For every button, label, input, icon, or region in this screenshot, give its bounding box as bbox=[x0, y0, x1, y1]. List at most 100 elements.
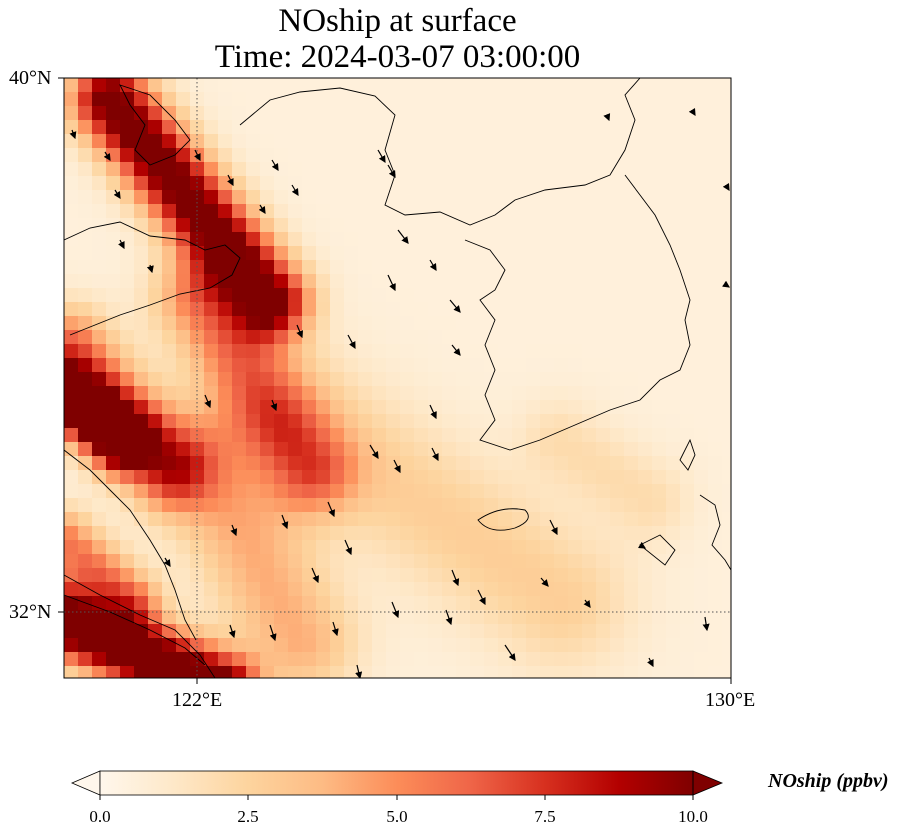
field-cell bbox=[218, 316, 233, 331]
field-cell bbox=[372, 666, 387, 678]
field-cell bbox=[92, 120, 107, 135]
field-cell bbox=[456, 218, 471, 233]
field-cell bbox=[722, 190, 731, 205]
field-cell bbox=[540, 498, 555, 513]
field-cell bbox=[386, 428, 401, 443]
field-cell bbox=[400, 386, 415, 401]
field-cell bbox=[246, 666, 261, 678]
field-cell bbox=[288, 428, 303, 443]
field-cell bbox=[540, 666, 555, 678]
field-cell bbox=[316, 344, 331, 359]
field-cell bbox=[274, 330, 289, 345]
field-cell bbox=[596, 316, 611, 331]
field-cell bbox=[624, 568, 639, 583]
field-cell bbox=[176, 120, 191, 135]
field-cell bbox=[554, 78, 569, 93]
field-cell bbox=[610, 274, 625, 289]
field-cell bbox=[498, 232, 513, 247]
field-cell bbox=[680, 246, 695, 261]
field-cell bbox=[694, 470, 709, 485]
field-cell bbox=[358, 414, 373, 429]
field-cell bbox=[526, 596, 541, 611]
field-cell bbox=[400, 596, 415, 611]
field-cell bbox=[456, 400, 471, 415]
field-cell bbox=[582, 344, 597, 359]
field-cell bbox=[680, 162, 695, 177]
field-cell bbox=[260, 414, 275, 429]
field-cell bbox=[442, 666, 457, 678]
field-cell bbox=[596, 92, 611, 107]
field-cell bbox=[134, 218, 149, 233]
field-cell bbox=[652, 106, 667, 121]
field-cell bbox=[134, 358, 149, 373]
field-cell bbox=[344, 134, 359, 149]
field-cell bbox=[526, 176, 541, 191]
field-cell bbox=[596, 554, 611, 569]
field-cell bbox=[190, 330, 205, 345]
field-cell bbox=[148, 428, 163, 443]
field-cell bbox=[162, 218, 177, 233]
field-cell bbox=[218, 78, 233, 93]
field-cell bbox=[78, 302, 93, 317]
field-cell bbox=[92, 274, 107, 289]
wind-arrow bbox=[355, 664, 363, 678]
field-cell bbox=[624, 190, 639, 205]
field-cell bbox=[554, 246, 569, 261]
field-cell bbox=[358, 638, 373, 653]
field-cell bbox=[526, 540, 541, 555]
field-cell bbox=[274, 288, 289, 303]
field-cell bbox=[554, 512, 569, 527]
field-cell bbox=[554, 610, 569, 625]
field-cell bbox=[78, 232, 93, 247]
field-cell bbox=[78, 260, 93, 275]
field-cell bbox=[372, 218, 387, 233]
field-cell bbox=[652, 484, 667, 499]
field-cell bbox=[568, 232, 583, 247]
field-cell bbox=[442, 652, 457, 667]
field-cell bbox=[120, 442, 135, 457]
field-cell bbox=[232, 372, 247, 387]
field-cell bbox=[358, 246, 373, 261]
field-cell bbox=[484, 624, 499, 639]
field-cell bbox=[400, 120, 415, 135]
field-cell bbox=[680, 274, 695, 289]
field-cell bbox=[372, 316, 387, 331]
field-cell bbox=[232, 274, 247, 289]
field-cell bbox=[666, 190, 681, 205]
field-cell bbox=[456, 274, 471, 289]
field-cell bbox=[372, 134, 387, 149]
field-cell bbox=[456, 204, 471, 219]
field-cell bbox=[708, 218, 723, 233]
field-cell bbox=[92, 78, 107, 93]
field-cell bbox=[652, 372, 667, 387]
field-cell bbox=[610, 372, 625, 387]
field-cell bbox=[694, 386, 709, 401]
field-cell bbox=[288, 204, 303, 219]
field-cell bbox=[246, 218, 261, 233]
field-cell bbox=[246, 596, 261, 611]
field-cell bbox=[596, 484, 611, 499]
field-cell bbox=[218, 120, 233, 135]
field-cell bbox=[638, 470, 653, 485]
field-cell bbox=[666, 610, 681, 625]
field-cell bbox=[218, 344, 233, 359]
field-cell bbox=[232, 176, 247, 191]
field-cell bbox=[330, 666, 345, 678]
field-cell bbox=[260, 386, 275, 401]
field-cell bbox=[694, 232, 709, 247]
field-cell bbox=[526, 134, 541, 149]
field-cell bbox=[484, 274, 499, 289]
field-cell bbox=[134, 456, 149, 471]
field-cell bbox=[302, 246, 317, 261]
field-cell bbox=[666, 666, 681, 678]
field-cell bbox=[484, 344, 499, 359]
field-cell bbox=[428, 568, 443, 583]
field-cell bbox=[708, 582, 723, 597]
field-cell bbox=[596, 134, 611, 149]
field-cell bbox=[302, 484, 317, 499]
field-cell bbox=[148, 148, 163, 163]
field-cell bbox=[414, 652, 429, 667]
field-cell bbox=[540, 400, 555, 415]
field-cell bbox=[638, 484, 653, 499]
field-cell bbox=[344, 414, 359, 429]
